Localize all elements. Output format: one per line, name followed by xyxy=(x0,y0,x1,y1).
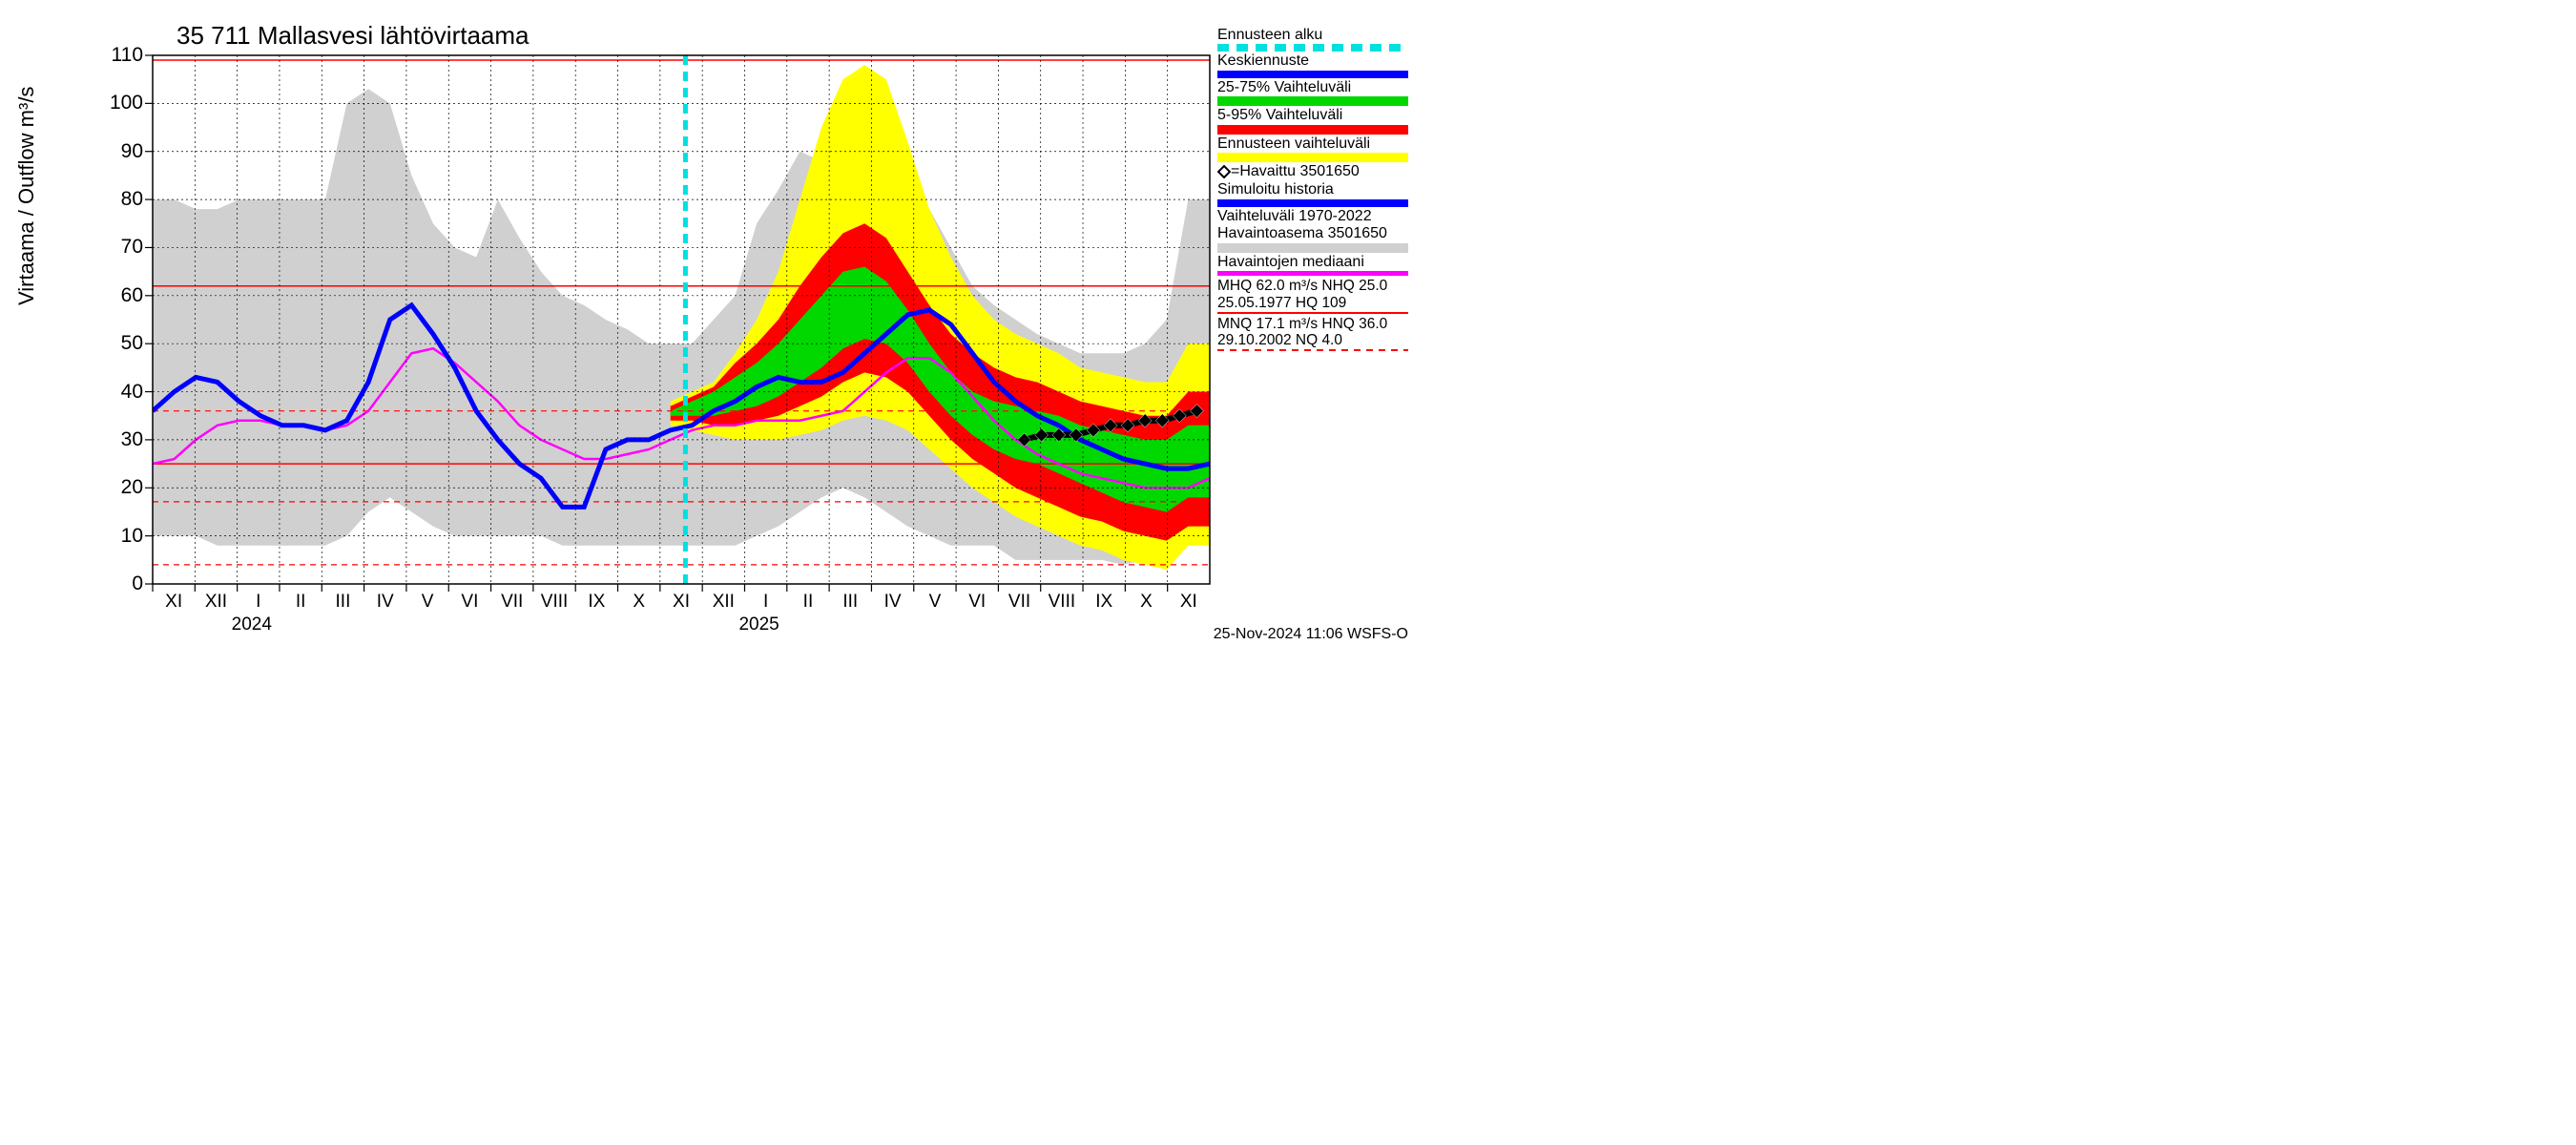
x-month-label: XI xyxy=(673,592,690,613)
legend-label: Havaintojen mediaani xyxy=(1217,254,1408,271)
legend-label: Havaintoasema 3501650 xyxy=(1217,225,1408,242)
legend-item: =Havaittu 3501650 xyxy=(1217,163,1408,180)
y-tick-label: 80 xyxy=(100,188,143,211)
y-tick-label: 70 xyxy=(100,236,143,259)
legend-label: 25-75% Vaihteluväli xyxy=(1217,79,1408,96)
legend-item: Vaihteluväli 1970-2022 Havaintoasema 350… xyxy=(1217,208,1408,253)
legend-item: 5-95% Vaihteluväli xyxy=(1217,107,1408,134)
chart-title: 35 711 Mallasvesi lähtövirtaama xyxy=(177,21,529,51)
y-tick-label: 30 xyxy=(100,428,143,451)
y-axis-label: Virtaama / Outflow m³/s xyxy=(14,87,39,305)
legend-item: Keskiennuste xyxy=(1217,52,1408,77)
x-month-label: II xyxy=(296,592,306,613)
legend-label: 5-95% Vaihteluväli xyxy=(1217,107,1408,124)
ref-low-text: MNQ 17.1 m³/s HNQ 36.029.10.2002 NQ 4.0 xyxy=(1217,316,1408,352)
x-month-label: V xyxy=(929,592,942,613)
x-month-label: IX xyxy=(588,592,605,613)
legend-item: 25-75% Vaihteluväli xyxy=(1217,79,1408,106)
ref-high-text: MHQ 62.0 m³/s NHQ 25.025.05.1977 HQ 109 xyxy=(1217,278,1408,314)
legend-item: Ennusteen vaihteluväli xyxy=(1217,135,1408,162)
legend-label: Keskiennuste xyxy=(1217,52,1408,70)
legend-item: Havaintojen mediaani xyxy=(1217,254,1408,276)
x-month-label: IV xyxy=(377,592,394,613)
x-month-label: VIII xyxy=(1049,592,1076,613)
x-month-label: X xyxy=(1140,592,1153,613)
chart-footer: 25-Nov-2024 11:06 WSFS-O xyxy=(1214,626,1408,643)
legend-item: Simuloitu historia xyxy=(1217,181,1408,206)
x-year-label: 2024 xyxy=(232,614,272,635)
x-month-label: XI xyxy=(165,592,182,613)
y-tick-label: 40 xyxy=(100,381,143,404)
legend-label: =Havaittu 3501650 xyxy=(1231,163,1360,179)
legend-label: Vaihteluväli 1970-2022 xyxy=(1217,208,1408,225)
y-tick-label: 110 xyxy=(100,44,143,67)
legend-label: Ennusteen vaihteluväli xyxy=(1217,135,1408,153)
y-tick-label: 50 xyxy=(100,332,143,355)
x-month-label: III xyxy=(336,592,351,613)
x-month-label: VIII xyxy=(541,592,569,613)
x-month-label: VII xyxy=(501,592,523,613)
x-month-label: VI xyxy=(461,592,478,613)
x-month-label: I xyxy=(763,592,768,613)
legend-item: Ennusteen alku xyxy=(1217,27,1408,52)
legend: Ennusteen alku Keskiennuste 25-75% Vaihtel… xyxy=(1217,27,1408,353)
x-month-label: IV xyxy=(884,592,902,613)
x-month-label: III xyxy=(842,592,858,613)
legend-label: Simuloitu historia xyxy=(1217,181,1408,198)
x-month-label: XI xyxy=(1180,592,1197,613)
x-month-label: XII xyxy=(205,592,227,613)
x-year-label: 2025 xyxy=(738,614,779,635)
x-month-label: IX xyxy=(1095,592,1112,613)
outflow-chart xyxy=(0,0,1412,649)
y-tick-label: 90 xyxy=(100,140,143,163)
x-month-label: II xyxy=(803,592,814,613)
y-tick-label: 10 xyxy=(100,525,143,548)
y-tick-label: 60 xyxy=(100,284,143,307)
x-month-label: VI xyxy=(968,592,986,613)
x-month-label: XII xyxy=(713,592,735,613)
legend-label: Ennusteen alku xyxy=(1217,27,1408,44)
y-tick-label: 100 xyxy=(100,92,143,114)
y-tick-label: 0 xyxy=(100,572,143,595)
x-month-label: I xyxy=(256,592,260,613)
x-month-label: X xyxy=(633,592,645,613)
x-month-label: V xyxy=(422,592,434,613)
y-tick-label: 20 xyxy=(100,476,143,499)
x-month-label: VII xyxy=(1008,592,1030,613)
